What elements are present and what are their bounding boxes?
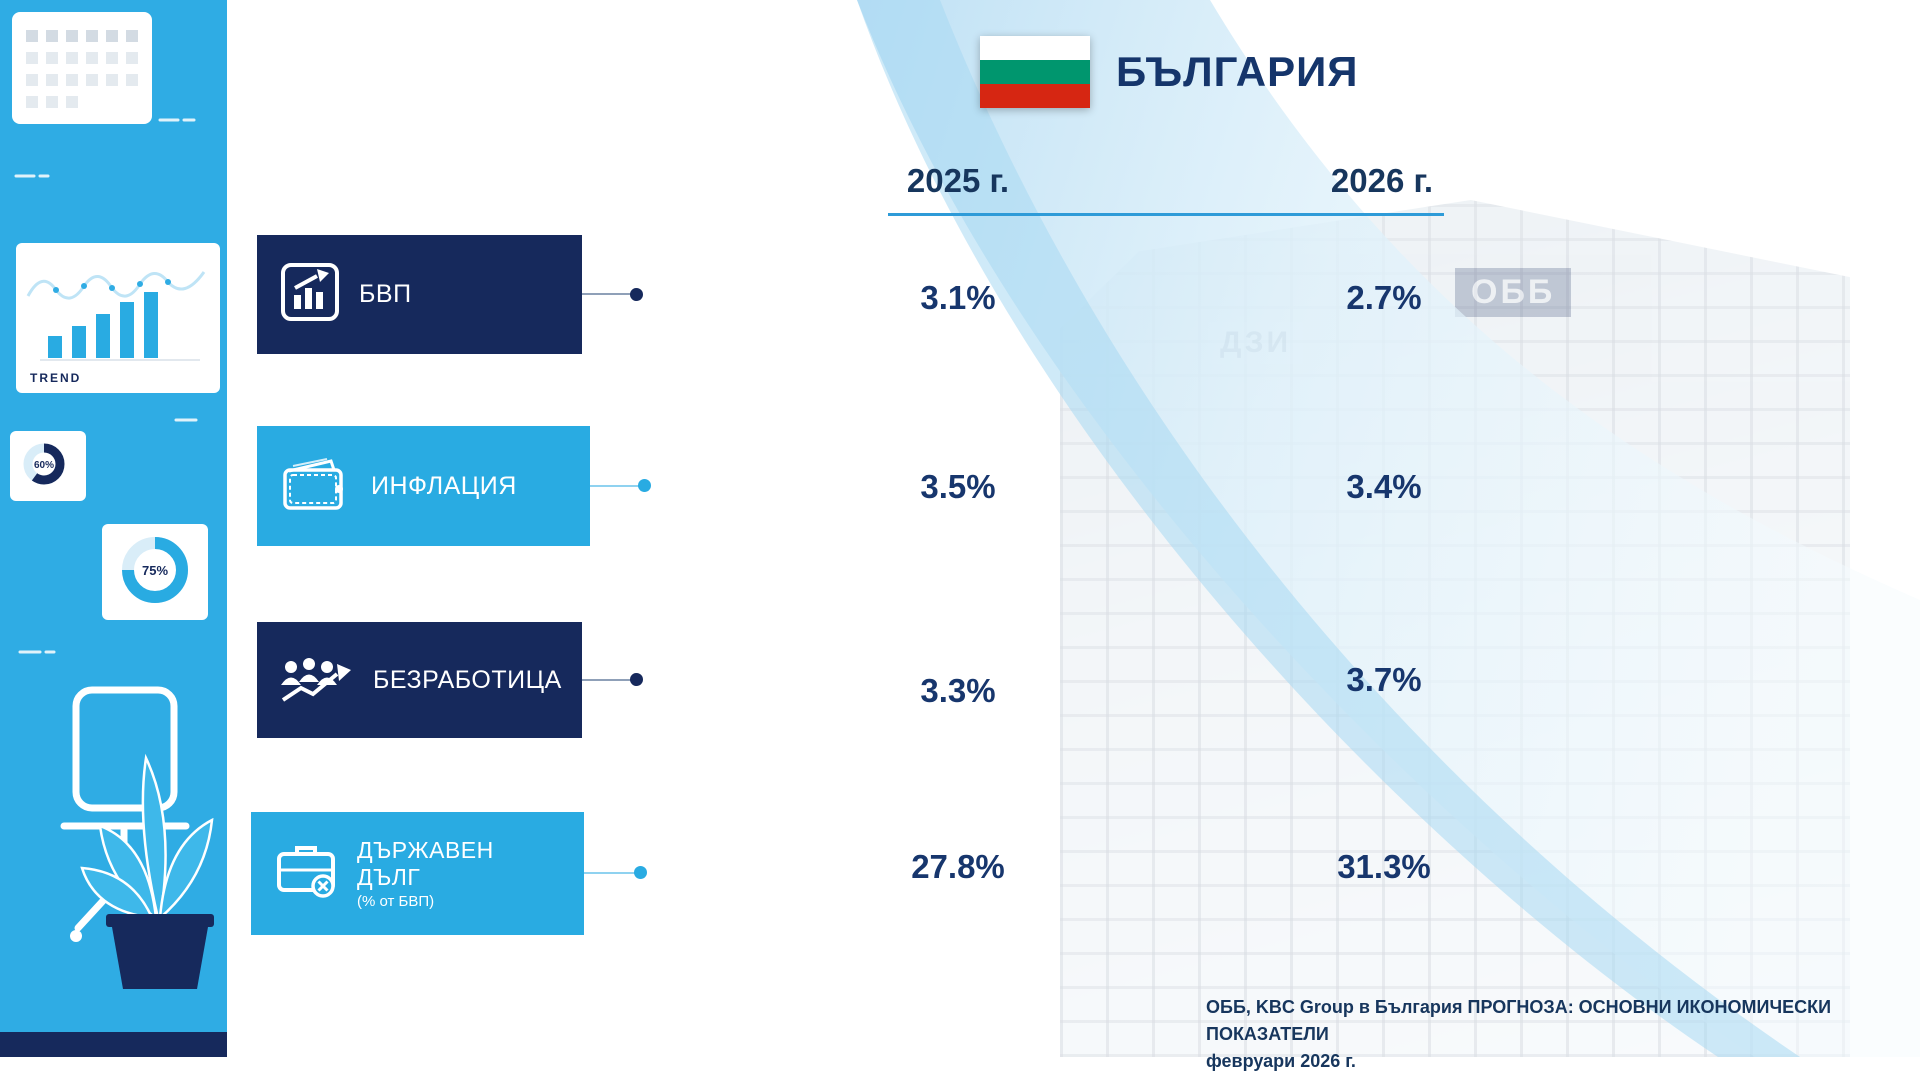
- flag-stripe-white: [980, 36, 1090, 60]
- connector-dot: [638, 479, 651, 492]
- connector-dot: [630, 673, 643, 686]
- indicator-box-unemployment: БЕЗРАБОТИЦА: [257, 622, 582, 738]
- indicator-box-gdp: БВП: [257, 235, 582, 354]
- plant-illustration: [80, 753, 214, 989]
- indicator-label-gdp: БВП: [359, 280, 412, 309]
- connector-line: [584, 872, 636, 874]
- indicator-label-inflation: ИНФЛАЦИЯ: [371, 471, 517, 500]
- dash-decorations: [14, 118, 198, 654]
- header-underline: [888, 213, 1444, 216]
- bulgaria-flag-icon: [980, 36, 1090, 108]
- indicator-label-government-debt: ДЪРЖАВЕН ДЪЛГ: [357, 837, 494, 890]
- column-header-2026: 2026 г.: [1330, 162, 1434, 199]
- indicator-sublabel-government-debt: (% от БВП): [357, 892, 435, 910]
- value-unemployment-2025: 3.3%: [920, 672, 996, 709]
- people-growth-icon: [279, 652, 355, 709]
- value-gdp-2026: 2.7%: [1346, 279, 1422, 316]
- donut-chart-75: 75%: [102, 524, 208, 620]
- page-title: БЪЛГАРИЯ: [1116, 48, 1359, 95]
- donut-75-label: 75%: [142, 563, 168, 578]
- calendar-illustration: [12, 12, 152, 124]
- building-sign-obb: ОББ: [1455, 268, 1572, 317]
- connector-line: [590, 485, 640, 487]
- donut-chart-60: 60%: [10, 431, 86, 501]
- flag-stripe-green: [980, 60, 1090, 84]
- connector-dot: [634, 866, 647, 879]
- indicator-box-inflation: ИНФЛАЦИЯ: [257, 426, 590, 546]
- bar-chart-growth-icon: [279, 261, 341, 328]
- column-header-2025: 2025 г.: [906, 162, 1010, 199]
- connector-dot: [630, 288, 643, 301]
- flag-stripe-red: [980, 84, 1090, 108]
- connector-line: [582, 679, 632, 681]
- trend-label: TREND: [30, 371, 81, 385]
- footer-line-2: февруари 2026 г.: [1206, 1051, 1356, 1071]
- value-debt-2025: 27.8%: [911, 848, 1005, 885]
- sidebar-illustration: TREND 60% 75%: [0, 12, 227, 1057]
- wallet-icon: [279, 455, 353, 518]
- value-debt-2026: 31.3%: [1337, 848, 1431, 885]
- briefcase-debt-icon: [273, 842, 339, 905]
- decorative-sidebar: TREND 60% 75%: [0, 0, 227, 1057]
- value-gdp-2025: 3.1%: [920, 279, 996, 316]
- indicator-box-government-debt: ДЪРЖАВЕН ДЪЛГ (% от БВП): [251, 812, 584, 935]
- trend-chart-illustration: TREND: [16, 243, 220, 393]
- indicator-label-unemployment: БЕЗРАБОТИЦА: [373, 665, 562, 694]
- sidebar-floor-strip: [0, 1032, 227, 1057]
- value-inflation-2025: 3.5%: [920, 468, 996, 505]
- connector-line: [582, 293, 632, 295]
- footer-line-1: ОББ, KBC Group в България ПРОГНОЗА: ОСНО…: [1206, 997, 1832, 1044]
- value-unemployment-2026: 3.7%: [1346, 661, 1422, 698]
- value-inflation-2026: 3.4%: [1346, 468, 1422, 505]
- donut-60-label: 60%: [34, 460, 54, 471]
- source-footer: ОББ, KBC Group в България ПРОГНОЗА: ОСНО…: [1206, 994, 1906, 1075]
